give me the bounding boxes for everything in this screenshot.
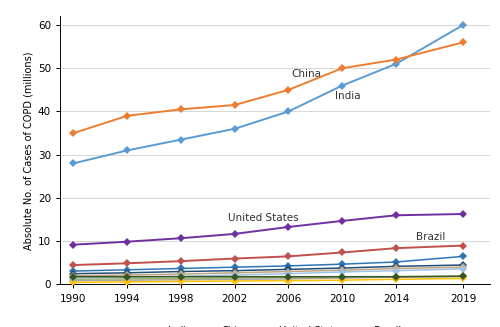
- Text: Brazil: Brazil: [416, 232, 446, 242]
- Text: United States: United States: [228, 213, 298, 223]
- Y-axis label: Absolute No. of Cases of COPD (millions): Absolute No. of Cases of COPD (millions): [24, 51, 34, 250]
- Text: India: India: [336, 91, 361, 101]
- Text: China: China: [291, 69, 321, 79]
